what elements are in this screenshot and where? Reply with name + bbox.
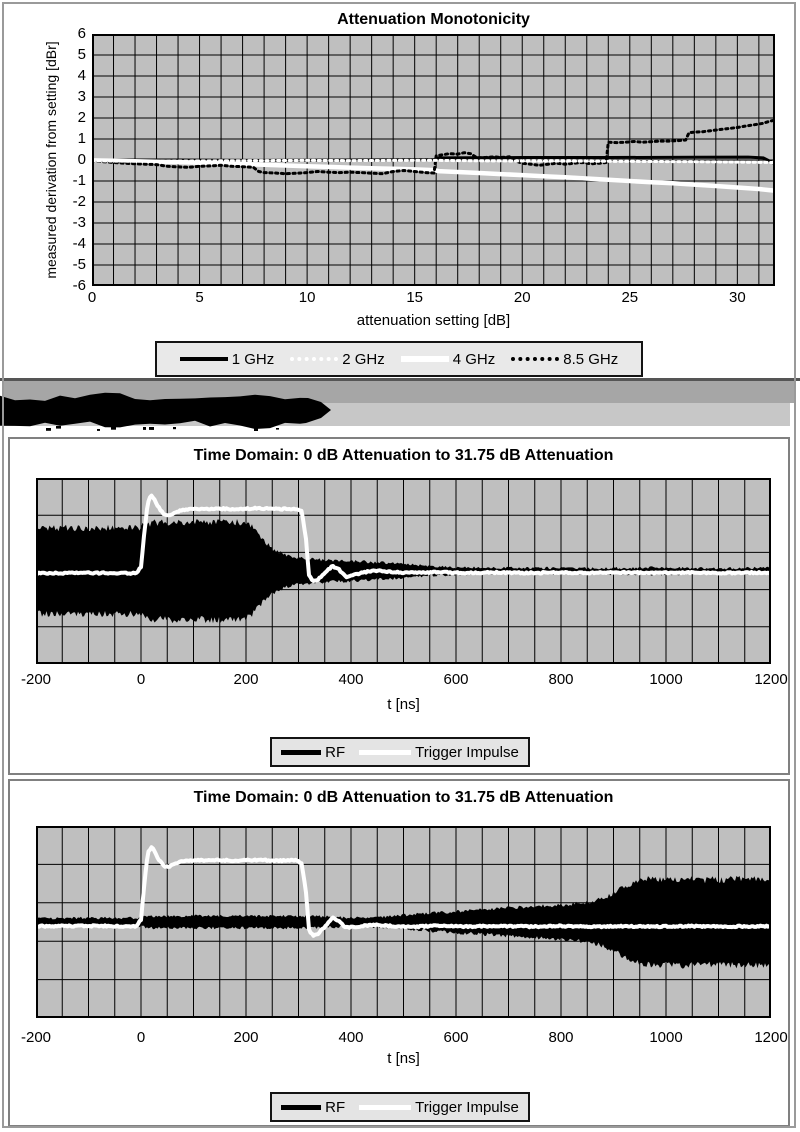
redaction-speck: [46, 428, 51, 431]
legend-item-8p5ghz: 8.5 GHz: [511, 351, 618, 368]
redaction-speck: [276, 428, 279, 430]
series-2-GHz: [92, 158, 775, 164]
x-tick-label: 0: [136, 1029, 146, 1046]
y-tick-label: -3: [72, 214, 86, 231]
x-tick-label: 1000: [649, 1029, 683, 1046]
x-tick-label: 1000: [649, 671, 683, 688]
x-tick-label: 25: [621, 289, 639, 306]
redaction-speck: [97, 429, 100, 431]
y-tick-label: 4: [77, 67, 86, 84]
series-RF-envelope: [36, 875, 771, 969]
redaction-speck: [173, 427, 176, 430]
x-tick-label: 20: [513, 289, 531, 306]
redaction-marker: [0, 392, 331, 431]
x-tick-label: 600: [443, 671, 469, 688]
plot-border: [92, 34, 775, 286]
legend-item-1ghz: 1 GHz: [179, 350, 275, 368]
redaction-speck: [143, 427, 146, 430]
y-tick-label: 0: [77, 151, 86, 168]
legend-item-trigger: Trigger Impulse: [359, 744, 519, 761]
x-tick-label: 400: [338, 1029, 364, 1046]
chart2-plot: [36, 478, 771, 664]
legend-item-2ghz: 2 GHz: [290, 351, 385, 368]
y-tick-label: 2: [77, 109, 86, 126]
x-tick-label: 200: [233, 1029, 259, 1046]
legend-swatch-rf: [281, 749, 322, 755]
section-divider: [0, 378, 800, 381]
redaction-blob: [0, 392, 331, 429]
chart1-legend: 1 GHz 2 GHz 4 GHz 8.5 GHz: [155, 341, 643, 377]
legend-swatch-trigger: [359, 749, 412, 755]
legend-item-rf: RF: [281, 744, 345, 761]
redacted-heading-band-top: [4, 381, 794, 403]
x-tick-label: 5: [195, 289, 204, 306]
x-tick-label: 200: [233, 671, 259, 688]
chart1-x-axis-label: attenuation setting [dB]: [356, 312, 511, 329]
x-tick-label: 1200: [754, 671, 788, 688]
series-8-5-GHz: [92, 118, 775, 176]
x-tick-label: 10: [298, 289, 316, 306]
legend-label-8p5ghz: 8.5 GHz: [563, 350, 619, 368]
x-tick-label: -200: [20, 1029, 52, 1046]
x-tick-label: 400: [338, 671, 364, 688]
legend-label-1ghz: 1 GHz: [231, 350, 275, 368]
chart2-legend: RF Trigger Impulse: [270, 737, 530, 767]
y-tick-label: 6: [77, 25, 86, 42]
y-tick-label: -1: [72, 172, 86, 189]
y-tick-label: 5: [77, 46, 86, 63]
redaction-speck: [111, 427, 116, 430]
x-tick-label: 600: [443, 1029, 469, 1046]
chart1-plot: [92, 34, 775, 286]
y-tick-label: -5: [72, 256, 86, 273]
x-tick-label: -200: [20, 671, 52, 688]
chart3-title: Time Domain: 0 dB Attenuation to 31.75 d…: [193, 789, 614, 806]
plot-border: [36, 478, 771, 664]
legend-label-4ghz: 4 GHz: [452, 350, 496, 368]
legend-item-4ghz: 4 GHz: [400, 350, 496, 368]
legend-swatch-8p5ghz: [511, 357, 560, 361]
plot-border: [36, 826, 771, 1018]
y-tick-label: -6: [72, 277, 86, 294]
x-tick-label: 15: [406, 289, 424, 306]
chart3-x-axis-label: t [ns]: [387, 1050, 420, 1067]
legend-swatch-trigger: [359, 1104, 412, 1110]
redaction-speck: [56, 426, 61, 429]
chart1-title: Attenuation Monotonicity: [337, 11, 530, 28]
chart2-x-axis-label: t [ns]: [387, 696, 420, 713]
legend-label-trigger: Trigger Impulse: [415, 743, 519, 761]
x-tick-label: 30: [729, 289, 746, 306]
series-Trigger-Impulse: [36, 845, 771, 938]
x-tick-label: 800: [548, 671, 574, 688]
y-tick-label: -2: [72, 193, 86, 210]
chart2-title: Time Domain: 0 dB Attenuation to 31.75 d…: [193, 447, 614, 464]
redaction-speck: [254, 428, 258, 431]
redaction-speck: [149, 427, 154, 430]
legend-item-trigger: Trigger Impulse: [359, 1099, 519, 1116]
x-tick-label: 1200: [754, 1029, 788, 1046]
legend-label-rf: RF: [325, 743, 346, 761]
legend-swatch-2ghz: [290, 357, 339, 361]
series-Trigger-Impulse: [36, 493, 771, 583]
y-tick-label: -4: [72, 235, 86, 252]
y-tick-label: 3: [77, 88, 86, 105]
legend-label-rf: RF: [325, 1098, 346, 1116]
legend-label-2ghz: 2 GHz: [342, 350, 385, 368]
series-4-GHz: [92, 158, 775, 193]
legend-item-rf: RF: [281, 1099, 345, 1116]
legend-swatch-4ghz: [400, 356, 449, 362]
legend-swatch-1ghz: [179, 357, 228, 361]
chart3-plot: [36, 826, 771, 1018]
legend-label-trigger: Trigger Impulse: [415, 1098, 519, 1116]
x-tick-label: 0: [87, 289, 97, 306]
y-tick-label: 1: [77, 130, 86, 147]
x-tick-label: 800: [548, 1029, 574, 1046]
x-tick-label: 0: [136, 671, 146, 688]
legend-swatch-rf: [281, 1104, 322, 1110]
chart3-legend: RF Trigger Impulse: [270, 1092, 530, 1122]
